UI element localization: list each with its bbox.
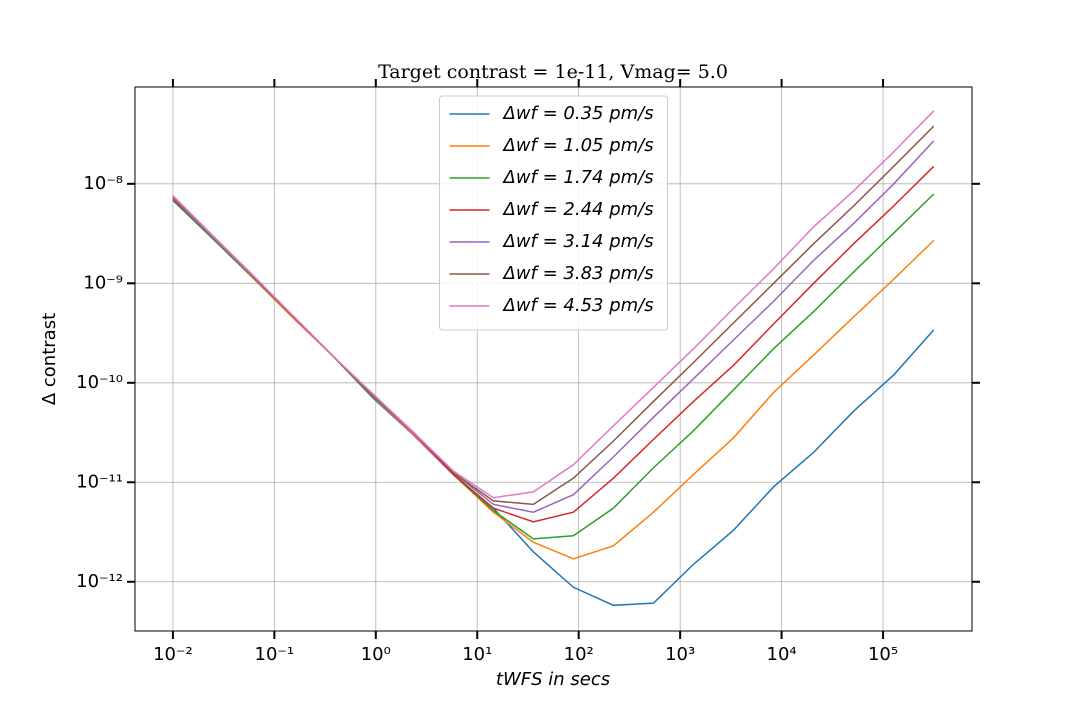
x-axis-label: tWFS in secs bbox=[496, 669, 610, 690]
legend-label: Δwf = 1.05 pm/s bbox=[502, 135, 654, 156]
x-tick-label: 10³ bbox=[665, 644, 695, 665]
legend-label: Δwf = 2.44 pm/s bbox=[502, 199, 654, 220]
chart-title: Target contrast = 1e-11, Vmag= 5.0 bbox=[378, 61, 728, 83]
legend-label: Δwf = 4.53 pm/s bbox=[502, 295, 654, 316]
x-tick-label: 10¹ bbox=[462, 644, 492, 665]
y-tick-label: 10⁻¹² bbox=[76, 571, 123, 592]
y-tick-label: 10⁻¹⁰ bbox=[76, 372, 123, 393]
plot-frame bbox=[134, 86, 973, 632]
legend-label: Δwf = 0.35 pm/s bbox=[502, 103, 654, 124]
x-tick-label: 10⁴ bbox=[767, 644, 797, 665]
y-tick-label: 10⁻⁸ bbox=[83, 173, 123, 194]
legend-box bbox=[439, 95, 668, 331]
y-tick-label: 10⁻⁹ bbox=[83, 272, 123, 293]
legend-label: Δwf = 3.83 pm/s bbox=[502, 263, 654, 284]
x-tick-label: 10² bbox=[564, 644, 594, 665]
y-tick-label: 10⁻¹¹ bbox=[76, 471, 123, 492]
legend-label: Δwf = 3.14 pm/s bbox=[502, 231, 654, 252]
series-line bbox=[172, 110, 935, 499]
x-tick-label: 10⁻² bbox=[153, 644, 193, 665]
x-tick-label: 10⁰ bbox=[361, 644, 391, 665]
x-tick-label: 10⁻¹ bbox=[255, 644, 295, 665]
legend-label: Δwf = 1.74 pm/s bbox=[502, 167, 654, 188]
y-axis-label: Δ contrast bbox=[39, 313, 60, 405]
x-tick-label: 10⁵ bbox=[868, 644, 898, 665]
